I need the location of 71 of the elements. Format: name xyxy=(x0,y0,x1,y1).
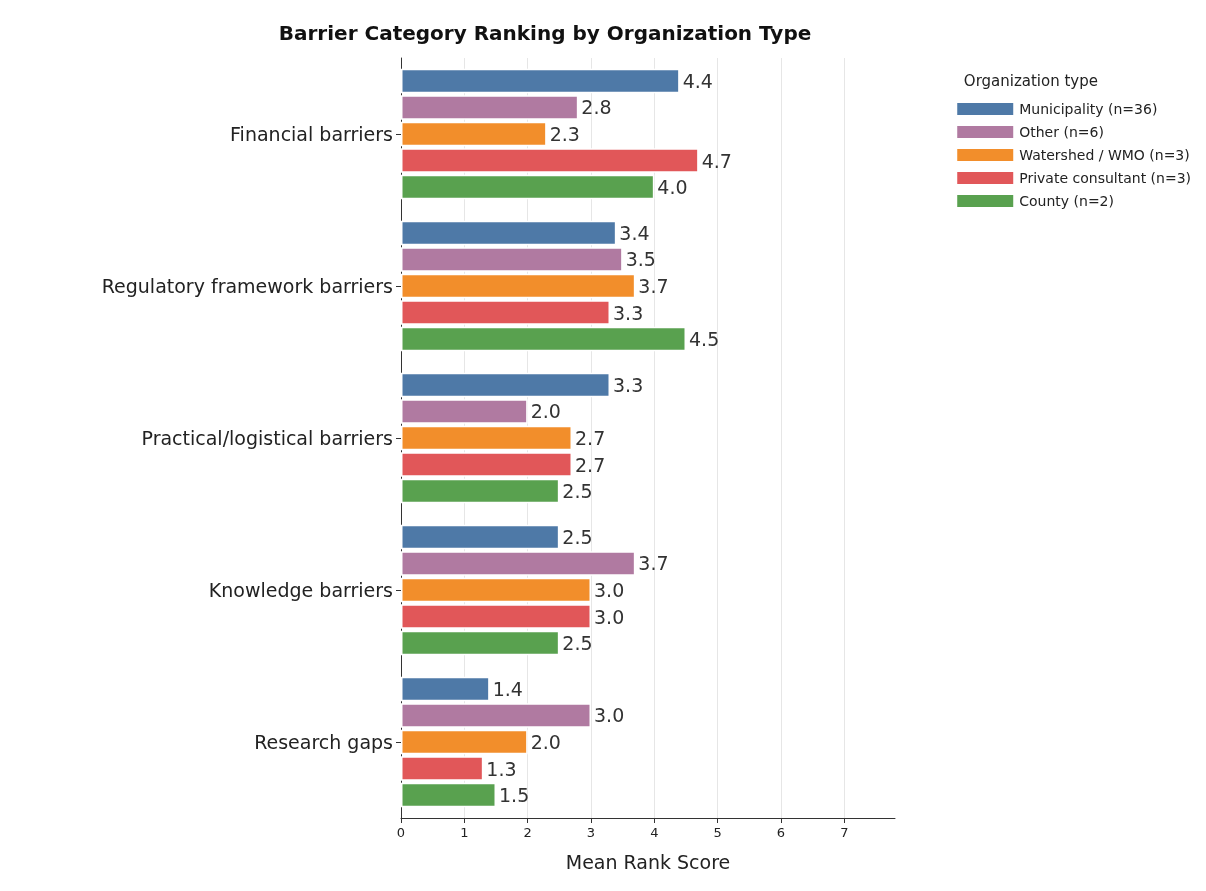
data-label: 2.5 xyxy=(562,525,593,548)
data-label: 4.5 xyxy=(689,328,720,351)
data-label: 2.7 xyxy=(575,427,606,449)
x-axis-title: Mean Rank Score xyxy=(565,850,731,873)
data-label: 1.4 xyxy=(492,677,523,700)
bar xyxy=(401,273,636,299)
bar xyxy=(401,68,680,94)
bar xyxy=(401,247,623,272)
bar xyxy=(401,95,579,120)
bar xyxy=(401,174,655,200)
x-tick-label: 0 xyxy=(396,825,406,840)
legend-label: Private consultant (n=3) xyxy=(1019,170,1192,186)
bar xyxy=(401,729,528,755)
bar xyxy=(401,604,591,629)
data-label: 3.7 xyxy=(638,275,669,297)
legend-label: Watershed / WMO (n=3) xyxy=(1019,147,1190,163)
bar xyxy=(401,676,490,702)
bar xyxy=(401,756,484,781)
x-tick-label: 6 xyxy=(776,825,786,840)
data-label: 4.0 xyxy=(657,176,688,199)
data-label: 2.7 xyxy=(575,453,606,476)
bar xyxy=(401,425,572,451)
y-tick-label: Research gaps xyxy=(254,731,393,753)
bar xyxy=(401,300,610,325)
y-tick-label: Practical/logistical barriers xyxy=(141,427,393,449)
x-tick-label: 1 xyxy=(460,825,469,840)
bar xyxy=(401,452,572,477)
legend-label: Municipality (n=36) xyxy=(1019,101,1158,117)
data-label: 2.5 xyxy=(562,632,593,655)
bar xyxy=(401,478,560,504)
bar xyxy=(401,630,560,656)
data-label: 3.5 xyxy=(625,248,656,271)
legend-label: Other (n=6) xyxy=(1019,124,1104,140)
bar xyxy=(401,372,610,398)
data-label: 2.3 xyxy=(549,123,580,145)
y-tick-label: Financial barriers xyxy=(230,123,393,145)
legend-label: County (n=2) xyxy=(1019,193,1114,209)
data-label: 1.3 xyxy=(486,757,517,780)
chart-title: Barrier Category Ranking by Organization Type xyxy=(278,21,812,45)
bar xyxy=(401,326,686,352)
data-label: 3.0 xyxy=(594,704,625,727)
x-tick-label: 3 xyxy=(586,825,596,840)
x-tick-label: 4 xyxy=(650,825,659,840)
data-label: 3.3 xyxy=(613,373,644,396)
x-tick-label: 5 xyxy=(713,825,722,840)
y-tick-label: Knowledge barriers xyxy=(208,579,393,601)
bar xyxy=(401,551,636,576)
data-label: 4.7 xyxy=(701,149,732,172)
y-tick-label: Regulatory framework barriers xyxy=(101,275,393,297)
data-label: 3.3 xyxy=(613,301,644,324)
data-label: 3.0 xyxy=(594,605,625,628)
data-label: 4.4 xyxy=(682,69,713,92)
bar xyxy=(401,703,591,728)
bar xyxy=(401,524,560,550)
x-tick-label: 7 xyxy=(840,825,849,840)
data-label: 2.0 xyxy=(530,731,561,753)
bar xyxy=(401,577,591,603)
data-label: 3.4 xyxy=(619,221,650,244)
legend-title: Organization type xyxy=(963,71,1099,90)
bar xyxy=(401,148,699,173)
data-label: 2.5 xyxy=(562,480,593,503)
bar xyxy=(401,220,617,246)
bar xyxy=(401,782,496,808)
data-label: 1.5 xyxy=(499,784,530,807)
data-label: 3.7 xyxy=(638,552,669,575)
bar xyxy=(401,121,547,147)
data-label: 2.8 xyxy=(581,96,612,119)
data-label: 2.0 xyxy=(530,400,561,423)
x-tick-label: 2 xyxy=(523,825,532,840)
data-label: 3.0 xyxy=(594,579,625,601)
bar xyxy=(401,399,528,424)
